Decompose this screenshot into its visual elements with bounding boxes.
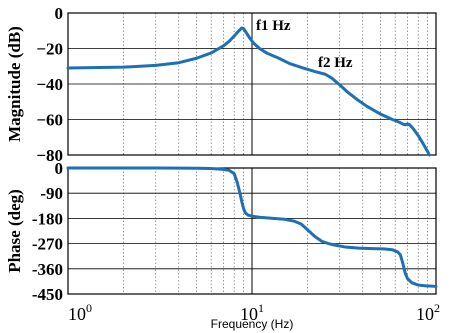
phase-curve-group xyxy=(66,166,438,288)
phase-ytick-label: -180 xyxy=(32,209,63,228)
x-tick-label: 101 xyxy=(240,301,264,324)
phase-ticks: 0 -90 -180 -270 -360 -450 xyxy=(32,159,63,304)
phase-curve xyxy=(66,166,438,288)
phase-ytick-label: -90 xyxy=(40,184,63,203)
phase-ytick-label: 0 xyxy=(55,159,64,178)
phase-frame xyxy=(67,167,437,295)
phase-ytick-label: -450 xyxy=(32,285,63,304)
phase-grid xyxy=(68,168,436,294)
x-tick-label: 102 xyxy=(416,301,440,324)
magnitude-ytick-label: 0 xyxy=(55,4,64,23)
magnitude-axis-title: Magnitude (dB) xyxy=(5,26,24,142)
x-axis-title: Frequency (Hz) xyxy=(211,317,294,331)
phase-axis-title: Phase (deg) xyxy=(5,189,24,273)
phase-ytick-label: -270 xyxy=(32,235,63,254)
magnitude-ticks: 0 −20 −40 −60 −80 xyxy=(36,4,63,165)
magnitude-ytick-label: −80 xyxy=(36,146,63,165)
f2-annotation: f2 Hz xyxy=(318,55,353,71)
x-tick-labels: 100 101 102 xyxy=(68,301,440,324)
magnitude-ytick-label: −40 xyxy=(36,75,63,94)
phase-ytick-label: -360 xyxy=(32,260,63,279)
phase-panel: 0-90-180-270-360-450 Phase (deg) 100 101 1… xyxy=(5,159,440,331)
x-tick-label: 100 xyxy=(68,301,92,324)
magnitude-curve-group xyxy=(66,26,431,157)
f1-annotation: f1 Hz xyxy=(256,18,291,34)
magnitude-ytick-label: −20 xyxy=(36,40,63,59)
magnitude-curve xyxy=(66,26,431,157)
magnitude-ytick-label: −60 xyxy=(36,111,63,130)
magnitude-panel: 0 −20 −40 −60 −80 f1 Hz f2 Hz Magnitude (dB) xyxy=(5,4,437,165)
magnitude-grid xyxy=(68,13,436,155)
magnitude-frame xyxy=(67,12,437,156)
